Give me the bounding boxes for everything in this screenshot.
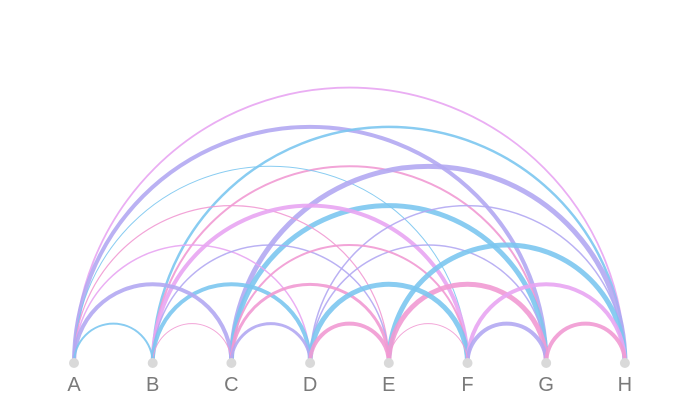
arc-F-H: [465, 282, 627, 364]
arc-A-C: [72, 282, 234, 364]
arc-C-E: [229, 282, 391, 364]
node-label-C: C: [224, 374, 238, 396]
arc-A-E: [73, 205, 390, 364]
arc-B-F: [150, 203, 470, 364]
node-F: [462, 358, 473, 368]
arc-B-E: [151, 244, 390, 364]
arc-E-F: [388, 323, 468, 364]
node-labels: A B C D E F G H: [67, 374, 632, 396]
node-A: [69, 358, 79, 368]
node-B: [147, 358, 158, 368]
node-label-F: F: [461, 374, 473, 396]
arc-links: [72, 86, 628, 364]
arc-G-H: [544, 321, 627, 364]
node-C: [226, 358, 237, 368]
arc-D-E: [308, 321, 391, 364]
arc-A-D: [73, 244, 311, 364]
arc-C-D: [229, 322, 312, 364]
arc-C-F: [230, 244, 469, 364]
arc-C-H: [228, 163, 628, 364]
arc-B-H: [151, 125, 627, 364]
arc-C-G: [228, 203, 549, 364]
arc-B-G: [151, 165, 548, 364]
arc-D-F: [307, 281, 470, 364]
arc-B-D: [150, 282, 313, 364]
arc-A-B: [73, 322, 154, 364]
node-label-G: G: [538, 374, 554, 396]
node-E: [383, 358, 394, 368]
arc-B-C: [152, 323, 232, 364]
arc-A-G: [72, 124, 549, 364]
node-D: [305, 358, 316, 368]
arc-A-H: [73, 86, 626, 364]
node-label-B: B: [146, 374, 159, 396]
arc-F-G: [465, 321, 549, 364]
arc-D-G: [309, 244, 547, 364]
arc-E-H: [386, 242, 628, 364]
node-label-E: E: [382, 374, 395, 396]
node-label-H: H: [618, 374, 632, 396]
arc-E-G: [386, 281, 549, 364]
node-G: [541, 358, 552, 368]
node-markers: [69, 358, 630, 368]
arc-D-H: [309, 204, 626, 364]
arc-A-F: [73, 165, 468, 364]
node-label-A: A: [67, 374, 81, 396]
node-label-D: D: [303, 374, 317, 396]
node-H: [619, 358, 630, 368]
